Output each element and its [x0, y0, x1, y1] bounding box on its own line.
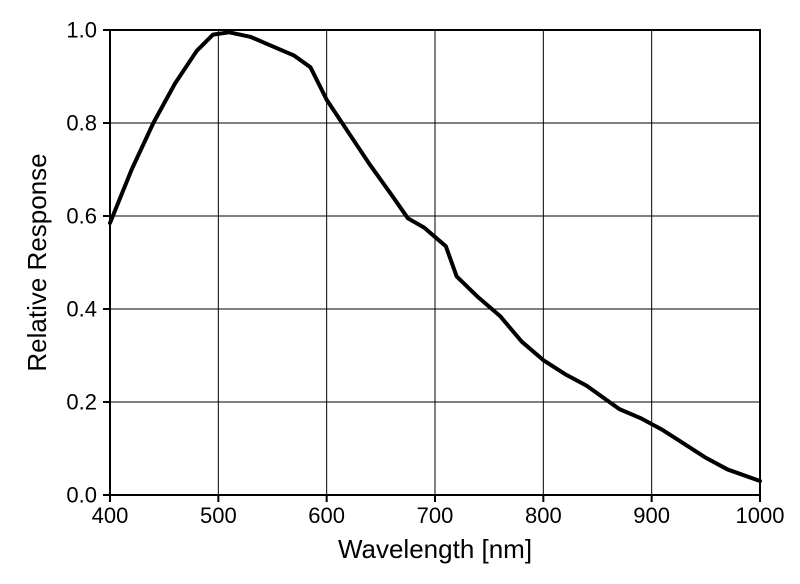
x-tick-label: 600: [308, 503, 345, 528]
y-tick-label: 0.8: [66, 111, 97, 136]
x-tick-label: 1000: [736, 503, 785, 528]
y-tick-label: 0.0: [66, 483, 97, 508]
response-chart: 400 500 600 700 800 900 1000 0.0 0.2 0.4 0.6 0.8 1.0…: [0, 0, 800, 584]
x-tick-label: 700: [417, 503, 454, 528]
y-tick-label: 1.0: [66, 18, 97, 43]
x-axis-label: Wavelength [nm]: [338, 534, 532, 564]
y-tick-label: 0.6: [66, 204, 97, 229]
y-axis-label: Relative Response: [22, 153, 52, 371]
x-tick-label: 800: [525, 503, 562, 528]
y-tick-label: 0.4: [66, 297, 97, 322]
y-tick-label: 0.2: [66, 390, 97, 415]
x-tick-label: 400: [92, 503, 129, 528]
x-tick-label: 500: [200, 503, 237, 528]
x-tick-label: 900: [633, 503, 670, 528]
